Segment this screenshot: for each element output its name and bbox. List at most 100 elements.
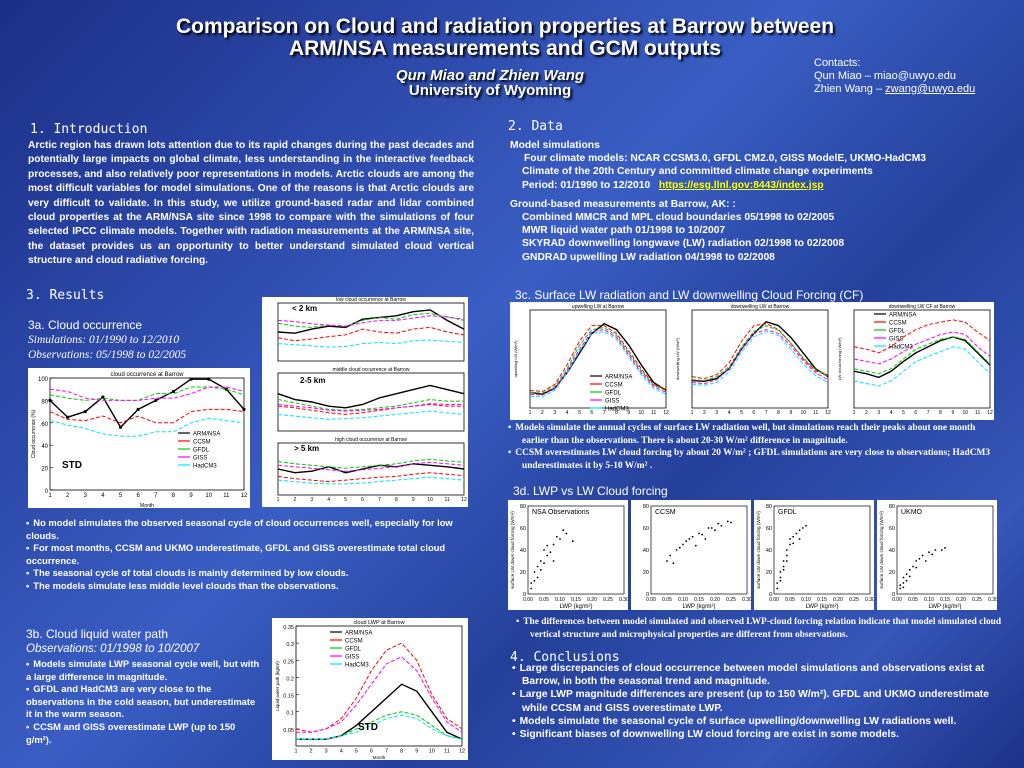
contact-2-email-link[interactable]: zwang@uwyo.edu — [885, 83, 976, 95]
x-tick-label: 11 — [813, 410, 818, 416]
ground-measurements-label: Ground-based measurements at Barrow, AK:… — [510, 198, 736, 210]
x-tick-label: 5 — [355, 749, 358, 755]
scatter-point — [782, 568, 785, 571]
y-tick-label: 80 — [889, 504, 895, 510]
x-tick-label: 8 — [172, 493, 176, 499]
data-section: Model simulations Four climate models: N… — [510, 139, 1020, 264]
x-tick-label: 0.15 — [817, 597, 827, 603]
scatter-point — [704, 538, 707, 540]
scatter-point — [785, 549, 788, 551]
x-tick-label: 0.25 — [972, 597, 982, 603]
x-tick-label: 0.10 — [678, 597, 688, 603]
x-tick-label: 11 — [444, 497, 449, 503]
scatter-point — [669, 554, 672, 557]
scatter-point — [902, 586, 905, 589]
scatter-nsa: NSA Observations 0 20 40 60 80 0.00 0.05 0.10 0.1… — [510, 504, 629, 610]
series-line-4 — [691, 331, 829, 386]
x-tick-label: 7 — [765, 410, 768, 416]
scatter-point — [691, 535, 694, 538]
y-tick-label: 0.1 — [286, 711, 294, 717]
legend-label: ARM/NSA — [605, 375, 632, 381]
y-tick-label: 20 — [643, 570, 649, 576]
scatter-point — [698, 532, 700, 535]
scatter-point — [905, 573, 908, 576]
x-tick-label: 3 — [310, 497, 313, 503]
scatter-point — [915, 560, 918, 562]
series-line-3 — [529, 329, 667, 396]
s3a-title: 3a. Cloud occurrence — [28, 318, 143, 332]
s3a-bullet-4: The models simulate less middle level cl… — [26, 580, 476, 593]
series-line-4 — [529, 331, 667, 398]
y-tick-label: 20 — [889, 570, 895, 576]
scatter-point — [912, 565, 914, 568]
scatter-point — [559, 538, 561, 540]
data-point — [154, 398, 158, 402]
scatter-point — [921, 554, 924, 557]
chart-title: low cloud occurrence at Barrow — [336, 297, 406, 303]
series-line-2 — [691, 325, 829, 382]
x-tick-label: 5 — [740, 410, 743, 416]
x-tick-label: 11 — [444, 749, 450, 755]
data-point — [189, 377, 193, 381]
scatter-gfdl: GFDL 0 20 40 60 80 0.00 0.05 0.10 0.15 0.20 0.25 0.3… — [756, 504, 875, 610]
scatter-point — [562, 529, 565, 532]
scatter-point — [779, 571, 782, 573]
s3a-bullet-1: No model simulates the observed seasonal… — [26, 517, 476, 542]
x-tick-label: 6 — [370, 749, 373, 755]
data-point — [48, 398, 52, 402]
y-tick-label: 40 — [41, 444, 48, 450]
affiliation: University of Wyoming — [408, 82, 572, 99]
legend-label: CCSM — [605, 383, 623, 389]
series-line-0 — [277, 309, 465, 334]
scatter-point — [682, 543, 684, 546]
intro-heading: 1. Introduction — [30, 122, 148, 137]
x-tick-label: 7 — [378, 497, 381, 503]
chart-cloud-occurrence-panel: cloud occurrence at Barrow 1 2 3 4 5 6 7 8 9 10 11 1… — [28, 368, 250, 509]
contacts-label: Contacts: — [814, 57, 861, 69]
x-tick-label: 9 — [189, 493, 193, 499]
x-tick-label: 0.15 — [940, 597, 950, 603]
y-tick-label: 0 — [892, 592, 895, 598]
chart-annotation: < 2 km — [292, 304, 317, 313]
esg-link[interactable]: https://esg.llnl.gov:8443/index.jsp — [658, 179, 824, 191]
series-line-4 — [277, 410, 465, 420]
scatter-point — [928, 551, 930, 554]
x-tick-label: 0.20 — [587, 597, 597, 603]
scatter-point — [543, 549, 545, 551]
x-axis-label: Month — [140, 503, 154, 508]
x-tick-label: 12 — [663, 410, 669, 416]
scatter-point — [533, 579, 536, 582]
y-tick-label: 0 — [769, 592, 772, 598]
scatter-point — [701, 533, 704, 536]
x-tick-label: 1 — [48, 493, 52, 499]
contact-2: Zhien Wang – zwang@uwyo.edu — [814, 83, 975, 96]
authors-block: Qun Miao and Zhien Wang University of Wy… — [300, 68, 680, 98]
y-tick-label: 60 — [643, 526, 649, 532]
x-tick-label: 6 — [361, 497, 364, 503]
x-tick-label: 10 — [427, 497, 433, 503]
data-point — [207, 377, 211, 381]
legend-label: ARM/NSA — [193, 432, 220, 438]
x-axis-label: LWP (kg/m²) — [559, 604, 592, 610]
conclusions-bullets: Large discrepancies of cloud occurrence … — [508, 662, 1002, 741]
x-tick-label: 12 — [987, 410, 993, 416]
x-tick-label: 0.15 — [571, 597, 581, 603]
scatter-point — [685, 540, 688, 543]
scatter-point — [552, 560, 555, 562]
series-line-0 — [296, 683, 463, 740]
x-axis-label: LWP (kg/m²) — [928, 604, 961, 610]
contact-1: Qun Miao – miao@uwyo.edu — [814, 70, 957, 82]
series-line-1 — [295, 642, 463, 733]
x-tick-label: 0.00 — [646, 597, 656, 603]
x-tick-label: 8 — [939, 410, 942, 416]
scatter-point — [717, 522, 720, 525]
s3d-title: 3d. LWP vs LW Cloud forcing — [513, 484, 668, 498]
s3a-periods: Simulations: 01/1990 to 12/2010 Observat… — [28, 333, 186, 363]
x-axis-label: LWP (kg/m²) — [805, 604, 838, 610]
s3a-obs: Observations: 05/1998 to 02/2005 — [28, 349, 187, 361]
scatter-point — [805, 524, 807, 527]
poster-title: Comparison on Cloud and radiation proper… — [0, 16, 1010, 60]
scatter-point — [899, 587, 902, 590]
y-axis-label: surface LW down cloud forcing (W/m²) — [510, 511, 515, 589]
